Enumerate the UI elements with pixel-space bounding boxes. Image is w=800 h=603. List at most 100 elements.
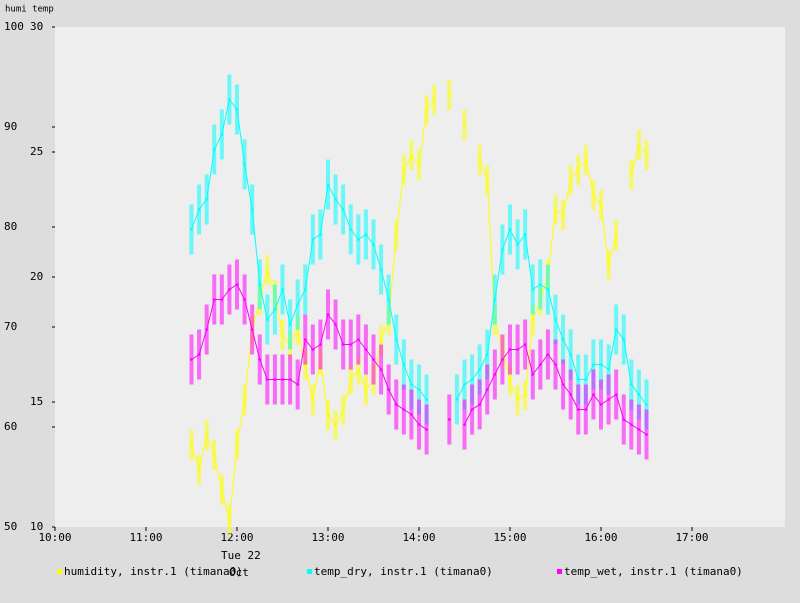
data-point — [296, 303, 299, 306]
data-point — [630, 173, 633, 177]
data-point — [576, 378, 580, 381]
y-tick-label: 90 — [4, 120, 17, 133]
data-point — [584, 158, 588, 162]
data-point — [546, 353, 550, 356]
data-point — [508, 348, 512, 351]
data-point — [478, 368, 481, 371]
data-point — [614, 393, 618, 396]
data-point — [220, 298, 224, 301]
data-point — [311, 348, 315, 351]
data-point — [228, 98, 231, 101]
data-point — [463, 383, 466, 386]
data-point — [448, 418, 451, 421]
data-point — [394, 338, 398, 341]
data-point — [614, 328, 618, 331]
data-point — [501, 358, 504, 361]
data-point — [470, 378, 474, 381]
data-point — [273, 308, 277, 311]
data-point — [402, 408, 406, 411]
data-point — [205, 433, 208, 437]
data-point — [243, 398, 246, 402]
data-point — [357, 338, 360, 341]
data-point — [326, 313, 330, 316]
data-point — [417, 423, 421, 426]
data-point — [554, 318, 557, 321]
data-point — [448, 93, 451, 97]
data-point — [455, 398, 459, 401]
data-point — [235, 443, 239, 447]
data-point — [539, 283, 542, 286]
data-point — [334, 423, 337, 427]
data-point — [599, 403, 603, 406]
data-point — [607, 398, 610, 401]
data-point — [607, 263, 610, 267]
data-point — [341, 408, 345, 412]
data-point — [523, 343, 527, 346]
data-point — [478, 403, 481, 406]
plot-area — [55, 27, 785, 527]
x-tick-label: 10:00 — [38, 531, 71, 544]
data-point — [576, 168, 580, 172]
data-point — [645, 433, 648, 436]
x-tick-label: 14:00 — [402, 531, 435, 544]
legend-label: temp_dry, instr.1 (timana0) — [314, 565, 493, 578]
data-point — [212, 298, 216, 301]
data-point — [266, 378, 269, 381]
data-point — [205, 328, 208, 331]
data-point — [379, 268, 383, 271]
data-point — [250, 328, 254, 331]
data-point — [281, 288, 284, 291]
data-point — [387, 298, 390, 301]
data-point — [197, 468, 201, 472]
data-point — [357, 238, 360, 241]
data-point — [485, 388, 489, 391]
data-point — [607, 368, 610, 371]
legend-swatch — [557, 569, 562, 574]
data-point — [258, 358, 262, 361]
data-point — [561, 213, 565, 217]
data-point — [258, 283, 262, 286]
data-point — [190, 443, 193, 447]
legend-label: humidity, instr.1 (timana0) — [64, 565, 243, 578]
y2-tick-label: 10 — [30, 520, 43, 533]
data-point — [637, 143, 641, 147]
data-point — [637, 393, 641, 396]
data-point — [410, 413, 413, 416]
data-point — [296, 383, 299, 386]
data-point — [273, 378, 277, 381]
data-point — [425, 108, 428, 112]
data-point — [235, 108, 239, 111]
data-point — [410, 153, 413, 157]
data-point — [220, 488, 224, 492]
data-point — [288, 323, 292, 326]
data-point — [417, 388, 421, 391]
data-point — [463, 423, 466, 426]
data-point — [599, 203, 603, 207]
y2-tick-label: 15 — [30, 395, 43, 408]
data-point — [630, 423, 633, 426]
x-tick-label: 11:00 — [129, 531, 162, 544]
y-tick-label: 100 — [4, 20, 24, 33]
data-point — [508, 378, 512, 382]
data-point — [212, 148, 216, 151]
data-point — [228, 518, 231, 522]
legend-label: temp_wet, instr.1 (timana0) — [564, 565, 743, 578]
date-label: Oct — [229, 566, 249, 579]
data-point — [190, 228, 193, 231]
data-point — [546, 288, 550, 291]
data-point — [372, 243, 375, 246]
data-point — [645, 403, 648, 406]
data-point — [387, 388, 390, 391]
data-point — [554, 363, 557, 366]
data-point — [645, 153, 648, 157]
data-point — [379, 338, 383, 342]
data-point — [303, 338, 307, 341]
data-point — [235, 283, 239, 286]
data-point — [485, 353, 489, 356]
y-tick-label: 60 — [4, 420, 17, 433]
data-point — [311, 238, 315, 241]
x-tick-label: 15:00 — [493, 531, 526, 544]
data-point — [630, 383, 633, 386]
data-point — [349, 343, 353, 346]
data-point — [288, 378, 292, 381]
